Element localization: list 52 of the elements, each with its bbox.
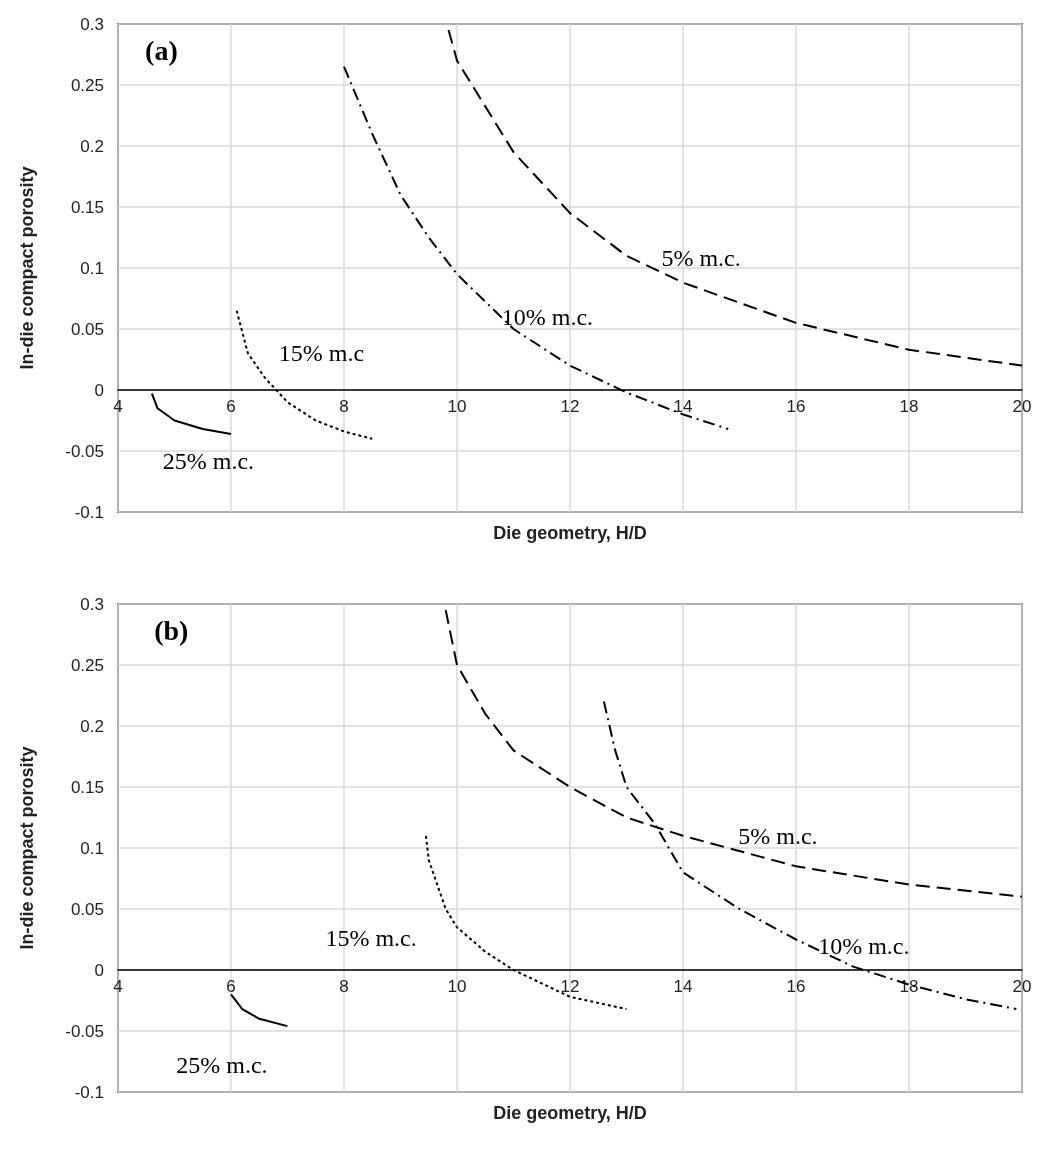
x-tick-label: 12 [560, 397, 580, 416]
y-tick-label: -0.1 [74, 1082, 104, 1102]
annotation: 25% m.c. [162, 447, 255, 474]
x-tick-label: 8 [339, 977, 349, 996]
y-tick-label: 0.1 [80, 838, 104, 858]
x-tick-label: 16 [786, 977, 806, 996]
y-tick-label: 0.3 [80, 14, 104, 34]
y-tick-label: 0 [94, 960, 104, 980]
line-series [447, 29, 1023, 367]
y-tick-label: 0.05 [70, 319, 104, 339]
y-tick-label: 0.25 [70, 655, 104, 675]
x-tick-label: 18 [899, 977, 919, 996]
x-tick-label: 14 [673, 397, 693, 416]
x-tick-label: 14 [673, 977, 693, 996]
y-tick-label: 0 [94, 380, 104, 400]
y-tick-label: 0.3 [80, 594, 104, 614]
annotation: (a) [145, 35, 178, 67]
y-tick-label: -0.05 [65, 1021, 104, 1041]
x-tick-label: 4 [113, 977, 123, 996]
y-axis-title: In-die compact porosity [17, 746, 37, 950]
x-axis-title: Die geometry, H/D [493, 1103, 647, 1123]
y-tick-label: -0.05 [65, 441, 104, 461]
line-series [230, 993, 289, 1028]
x-tick-label: 10 [447, 977, 467, 996]
x-tick-label: 10 [447, 397, 467, 416]
x-tick-label: 8 [339, 397, 349, 416]
x-tick-label: 20 [1012, 977, 1032, 996]
y-tick-label: -0.1 [74, 502, 104, 522]
annotation: 15% m.c. [325, 925, 417, 952]
y-tick-label: 0.2 [80, 136, 104, 156]
annotation: 15% m.c [278, 340, 365, 367]
y-tick-label: 0.15 [70, 777, 104, 797]
y-tick-label: 0.15 [70, 197, 104, 217]
annotation: 10% m.c. [818, 932, 910, 959]
x-tick-label: 20 [1012, 397, 1032, 416]
x-tick-label: 16 [786, 397, 806, 416]
annotation: 5% m.c. [661, 245, 741, 272]
annotation: 25% m.c. [176, 1052, 268, 1079]
y-tick-label: 0.2 [80, 716, 104, 736]
x-tick-label: 4 [113, 397, 123, 416]
x-axis-title: Die geometry, H/D [493, 523, 647, 543]
y-tick-label: 0.1 [80, 258, 104, 278]
x-tick-label: 12 [560, 977, 580, 996]
x-tick-label: 6 [226, 977, 236, 996]
y-tick-label: 0.05 [70, 899, 104, 919]
annotation: 10% m.c. [501, 303, 594, 330]
x-tick-label: 18 [899, 397, 919, 416]
annotation: (b) [154, 615, 189, 647]
annotation: 5% m.c. [738, 822, 818, 849]
y-axis-title: In-die compact porosity [17, 166, 37, 370]
y-tick-label: 0.25 [70, 75, 104, 95]
x-tick-label: 6 [226, 397, 236, 416]
